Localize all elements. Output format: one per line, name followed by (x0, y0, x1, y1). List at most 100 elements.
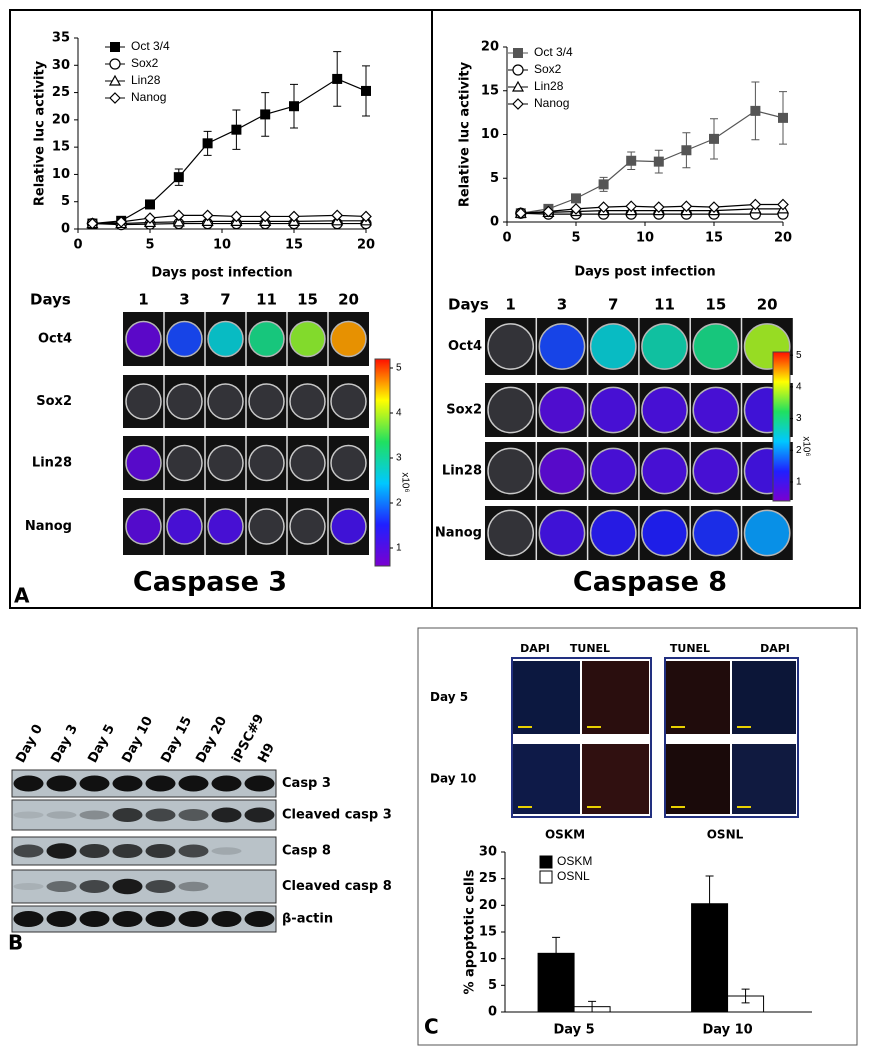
marker (511, 80, 525, 92)
marker (108, 74, 122, 86)
blot-band (211, 847, 242, 855)
day-label: 3 (557, 296, 567, 314)
well (207, 383, 244, 420)
colorbar-tick-label: 1 (796, 477, 802, 488)
marker (680, 200, 693, 213)
x-tick-label: Day 5 (553, 1023, 594, 1038)
image-frame (664, 657, 799, 818)
series-line (92, 214, 367, 225)
panel-label: B (8, 931, 23, 955)
marker (652, 201, 665, 213)
x-tick-label: 10 (636, 231, 654, 246)
marker (709, 133, 719, 144)
day-label: 20 (757, 296, 778, 314)
well (538, 509, 586, 557)
well (166, 444, 203, 482)
blot-band (178, 844, 209, 858)
well (692, 509, 740, 557)
colorbar-tick-label: 5 (796, 350, 802, 361)
blot-band (112, 878, 143, 895)
micrograph (511, 742, 582, 816)
legend-label: OSNL (557, 869, 590, 883)
panel-c-frame (417, 627, 858, 1046)
series-line (92, 220, 366, 225)
blot-band (112, 775, 143, 792)
blot-band (46, 775, 77, 792)
marker (260, 109, 271, 120)
blot-band (79, 810, 110, 820)
y-tick-label: 10 (479, 951, 497, 966)
group-label: OSKM (545, 828, 585, 842)
days-label: Days (448, 296, 489, 314)
colorbar-tick-label: 3 (796, 413, 802, 424)
well (538, 323, 586, 370)
x-tick-label: 15 (705, 231, 723, 246)
blot-band (46, 881, 77, 892)
marker (144, 212, 156, 224)
well (692, 447, 740, 495)
marker (231, 124, 242, 135)
blot-band (46, 811, 77, 819)
day-label: 1 (138, 291, 148, 309)
marker (597, 201, 610, 213)
legend-label: Oct 3/4 (534, 45, 573, 59)
well (207, 320, 244, 358)
error-bar (552, 936, 561, 970)
well (289, 383, 326, 420)
legend-label: Lin28 (131, 73, 161, 87)
x-axis-label: Days post infection (151, 266, 292, 281)
marker (110, 42, 120, 52)
blot-band (211, 911, 242, 927)
series-line (92, 78, 367, 225)
y-tick-label: 20 (52, 112, 70, 127)
day-label: 7 (608, 296, 618, 314)
row-label: Lin28 (442, 464, 482, 479)
y-tick-label: 5 (488, 978, 497, 993)
series-line (520, 208, 783, 214)
marker (514, 207, 527, 220)
well (248, 444, 285, 482)
image-frame (511, 657, 652, 818)
marker (625, 200, 638, 213)
marker (145, 199, 155, 210)
y-tick-label: 0 (488, 1005, 497, 1020)
marker (86, 217, 99, 230)
marker (109, 92, 121, 104)
well (330, 444, 367, 482)
marker (361, 85, 371, 96)
blot-band (112, 911, 143, 927)
legend-label: Nanog (131, 90, 166, 104)
column-label: TUNEL (670, 642, 710, 655)
well (641, 323, 688, 370)
lane-label: H9 (255, 741, 278, 766)
x-tick-label: 20 (357, 238, 375, 253)
series-line (520, 212, 783, 215)
y-axis-label: Relative luc activity (33, 60, 48, 206)
marker (202, 138, 213, 149)
well (330, 320, 367, 358)
blot-band (145, 911, 176, 927)
x-tick-label: 0 (502, 231, 511, 246)
series-line (520, 203, 783, 214)
marker (513, 48, 523, 58)
band-label: β-actin (282, 912, 333, 927)
row-label: Lin28 (32, 456, 72, 471)
well (330, 383, 367, 420)
colorbar-tick-label: 5 (396, 363, 402, 374)
y-axis-label: % apoptotic cells (463, 869, 478, 994)
colorbar-tick-label: 4 (396, 408, 402, 419)
series-line (92, 222, 366, 226)
well (166, 508, 203, 545)
marker (570, 203, 582, 215)
day-label: 1 (505, 296, 515, 314)
well (589, 386, 637, 434)
legend-label: OSKM (557, 854, 592, 868)
day-label: 11 (256, 291, 277, 309)
lane-label: Day 5 (85, 722, 118, 765)
band-label: Cleaved casp 3 (282, 808, 392, 823)
x-tick-label: 10 (213, 238, 231, 253)
y-tick-label: 35 (52, 31, 70, 46)
marker (259, 210, 272, 223)
blot-band (46, 843, 77, 859)
well (125, 508, 162, 545)
